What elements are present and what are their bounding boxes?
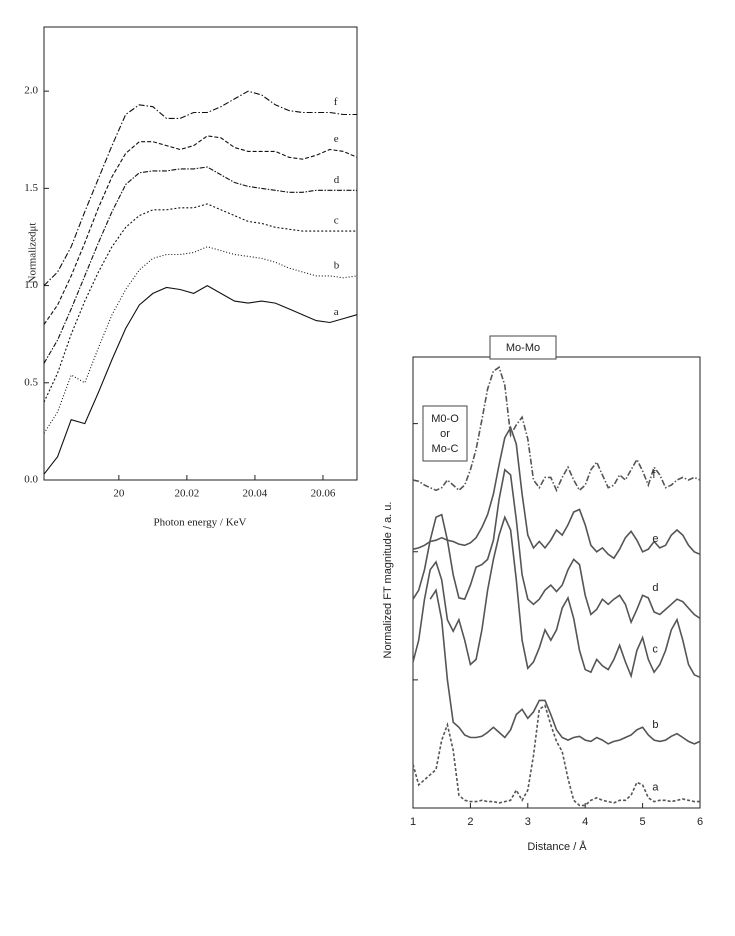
x-tick-label: 20 <box>113 488 125 500</box>
series-line <box>43 203 357 403</box>
series-line <box>43 246 358 434</box>
x-tick-label: 1 <box>410 816 416 828</box>
x-tick-label: 4 <box>582 816 588 828</box>
series-label: d <box>334 174 340 186</box>
y-tick-label: 0.0 <box>24 474 38 486</box>
annotation: Mo-C <box>432 443 459 455</box>
series-line <box>412 514 701 679</box>
series-line <box>412 425 701 560</box>
plot-frame <box>43 26 358 481</box>
annotation: Mo-Mo <box>506 342 540 354</box>
series-label: a <box>334 306 339 318</box>
annotation-box <box>489 335 557 360</box>
series-label: b <box>652 719 658 731</box>
y-tick-label: 1.0 <box>24 279 38 291</box>
series-label: c <box>652 643 658 655</box>
x-axis-label: Distance / Å <box>527 840 587 853</box>
series-line <box>412 366 701 493</box>
annotation: or <box>440 428 450 440</box>
series-label: b <box>334 259 340 271</box>
x-tick-label: 5 <box>640 816 646 828</box>
y-tick-label: 1.5 <box>24 182 38 194</box>
annotation: M0-O <box>431 413 459 425</box>
y-axis-label: Normalized FT magnitude / a. u. <box>382 502 394 659</box>
y-tick-label: 2.0 <box>24 85 38 97</box>
x-tick-label: 20.02 <box>175 488 200 500</box>
x-axis-label: Photon energy / KeV <box>154 517 247 529</box>
series-label: a <box>652 782 659 794</box>
y-tick-label: 0.5 <box>24 376 38 388</box>
annotation-box <box>422 405 468 462</box>
x-tick-label: 20.04 <box>243 488 268 500</box>
y-axis-label: Normalizedμt <box>27 223 39 284</box>
x-tick-label: 20.06 <box>311 488 336 500</box>
series-line <box>43 284 358 475</box>
series-label: d <box>652 582 658 594</box>
series-label: e <box>334 133 339 145</box>
x-tick-label: 6 <box>697 816 703 828</box>
x-tick-label: 3 <box>525 816 531 828</box>
series-line <box>412 468 701 625</box>
x-tick-label: 2 <box>467 816 473 828</box>
series-label: f <box>652 469 656 481</box>
series-label: f <box>334 96 338 108</box>
series-line <box>429 588 701 745</box>
series-line <box>43 166 357 364</box>
series-line <box>43 90 357 286</box>
series-line <box>43 135 358 325</box>
series-label: c <box>334 215 339 227</box>
series-label: e <box>652 533 658 545</box>
